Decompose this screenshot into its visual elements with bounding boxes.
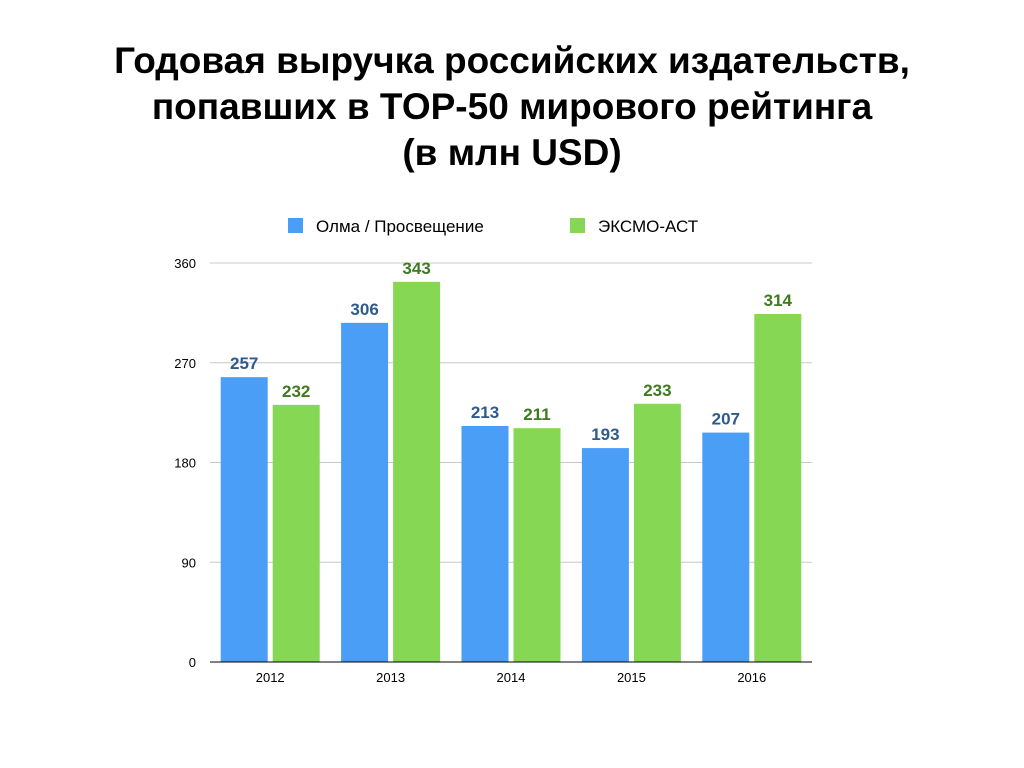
chart-axes: 2012 2013 2014 2015 2016 [210, 661, 812, 685]
bar-2014-series-1 [461, 425, 509, 662]
data-label-2013-series-2: 343 [402, 259, 430, 278]
data-label-2016-series-1: 207 [712, 410, 740, 429]
data-label-2013-series-1: 306 [350, 300, 378, 319]
bar-2012-series-2 [272, 404, 320, 662]
bar-2016-series-1 [702, 432, 750, 662]
data-label-2012-series-1: 257 [230, 354, 258, 373]
chart-title-line-1: Годовая выручка российских издательств, [114, 40, 910, 81]
legend-swatch-1 [288, 218, 303, 233]
x-tick-label-2016: 2016 [737, 670, 766, 685]
data-label-2014-series-1: 213 [471, 403, 499, 422]
chart-title-line-3: (в млн USD) [402, 132, 622, 173]
data-label-2015-series-2: 233 [643, 381, 671, 400]
legend-label-2: ЭКСМО-АСТ [598, 217, 698, 236]
y-tick-label-180: 180 [174, 456, 196, 471]
bar-2012-series-1 [220, 377, 268, 662]
data-label-2016-series-2: 314 [764, 291, 793, 310]
y-tick-label-360: 360 [174, 256, 196, 271]
chart-title-line-2: попавших в TOP-50 мирового рейтинга [151, 86, 873, 127]
data-label-2015-series-1: 193 [591, 425, 619, 444]
bar-2014-series-2 [513, 428, 561, 662]
x-tick-label-2012: 2012 [256, 670, 285, 685]
y-tick-label-270: 270 [174, 356, 196, 371]
chart-bars: 257 232 306 343 213 211 193 233 207 314 [220, 259, 802, 662]
chart-legend: Олма / Просвещение ЭКСМО-АСТ [288, 217, 698, 236]
bar-2016-series-2 [754, 313, 802, 662]
y-tick-label-90: 90 [182, 555, 196, 570]
x-tick-label-2014: 2014 [497, 670, 526, 685]
x-tick-label-2015: 2015 [617, 670, 646, 685]
data-label-2014-series-2: 211 [523, 405, 550, 424]
data-label-2012-series-2: 232 [282, 382, 310, 401]
chart-title: Годовая выручка российских издательств, … [0, 38, 1024, 176]
x-tick-label-2013: 2013 [376, 670, 405, 685]
bar-2015-series-1 [581, 448, 629, 662]
bar-2013-series-2 [393, 281, 441, 662]
bar-2013-series-1 [341, 322, 389, 662]
legend-label-1: Олма / Просвещение [316, 217, 484, 236]
bar-2015-series-2 [633, 403, 681, 662]
y-tick-label-0: 0 [189, 655, 196, 670]
legend-swatch-2 [570, 218, 585, 233]
